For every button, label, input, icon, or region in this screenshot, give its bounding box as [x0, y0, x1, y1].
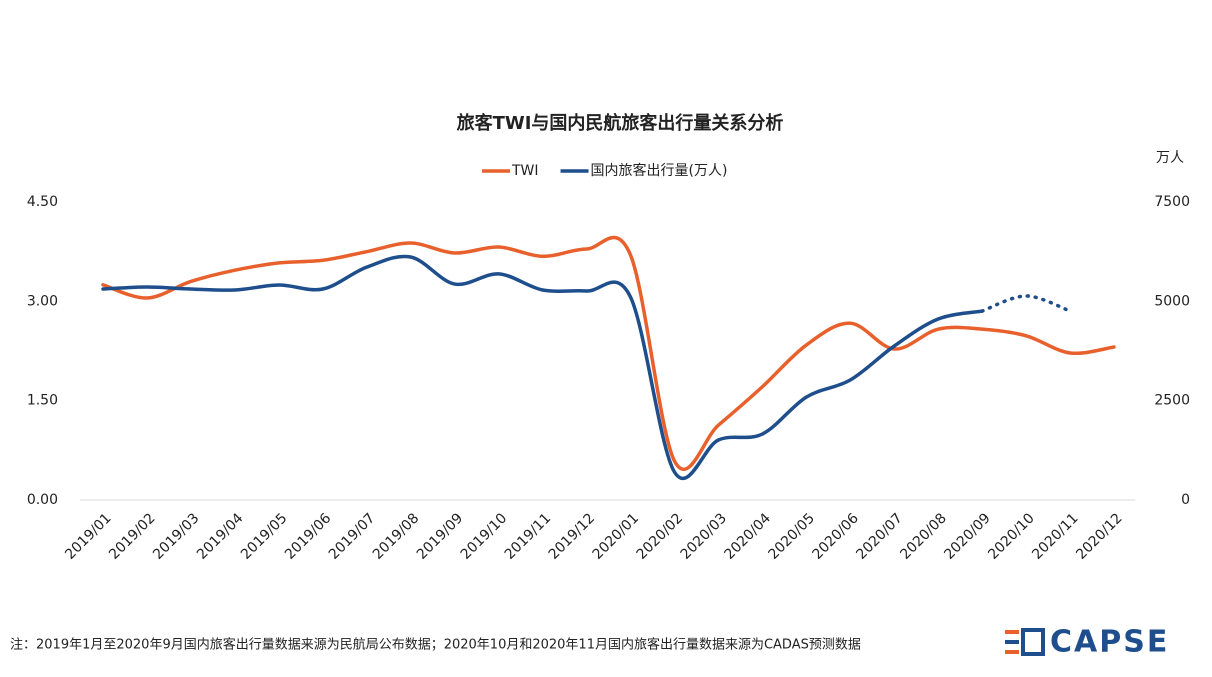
x-tick-label: 2019/04 [194, 510, 247, 563]
x-tick-label: 2020/12 [1073, 510, 1125, 562]
x-tick-label: 2019/06 [282, 510, 335, 563]
x-tick-label: 2019/08 [370, 510, 422, 562]
x-tick-label: 2019/02 [106, 510, 158, 562]
y-tick-label: 3.00 [27, 293, 58, 309]
x-tick-label: 2019/03 [150, 510, 202, 562]
legend-label: 国内旅客出行量(万人) [591, 162, 728, 179]
x-tick-label: 2019/05 [238, 510, 290, 562]
x-tick-label: 2020/08 [897, 510, 949, 562]
logo: CAPSE [1050, 625, 1169, 660]
x-tick-label: 2020/04 [722, 510, 775, 563]
y-tick-label: 0.00 [27, 492, 58, 508]
y-tick-label: 1.50 [27, 393, 58, 409]
chart-title: 旅客TWI与国内民航旅客出行量关系分析 [457, 112, 784, 134]
x-tick-label: 2019/09 [414, 510, 466, 562]
line-series-dashed [980, 294, 1072, 313]
y2-tick-label: 0 [1181, 492, 1190, 508]
x-tick-label: 2020/07 [853, 510, 905, 562]
x-tick-label: 2020/03 [678, 510, 730, 562]
x-tick-label: 2020/02 [634, 510, 686, 562]
line-series [101, 254, 984, 481]
footnote: 注：2019年1月至2020年9月国内旅客出行量数据来源为民航局公布数据；202… [10, 637, 861, 653]
x-tick-label: 2019/12 [546, 510, 598, 562]
y2-axis-label: 万人 [1156, 150, 1184, 166]
x-tick-label: 2020/01 [590, 510, 642, 562]
x-tick-label: 2020/09 [941, 510, 993, 562]
y2-tick-label: 5000 [1154, 293, 1190, 309]
line-series [101, 235, 1116, 471]
x-tick-label: 2019/07 [326, 510, 378, 562]
x-tick-label: 2020/06 [809, 510, 862, 563]
x-tick-label: 2020/10 [985, 510, 1037, 562]
x-tick-label: 2020/05 [766, 510, 818, 562]
y-tick-label: 4.50 [27, 194, 58, 210]
legend-label: TWI [511, 163, 539, 179]
x-tick-label: 2020/11 [1029, 510, 1081, 562]
x-tick-label: 2019/10 [458, 510, 510, 562]
y2-tick-label: 2500 [1154, 393, 1190, 409]
logo-icon [1005, 628, 1045, 656]
x-tick-label: 2019/11 [502, 510, 554, 562]
x-tick-label: 2019/01 [62, 510, 114, 562]
y2-tick-label: 7500 [1154, 194, 1190, 210]
